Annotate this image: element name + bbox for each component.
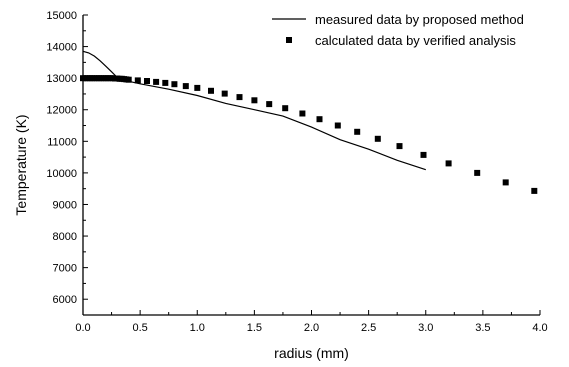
x-tick-label: 0.5 [132,322,147,334]
legend-marker-swatch [286,37,292,43]
x-tick-label: 1.0 [190,322,205,334]
calculated-data-point [374,135,381,142]
measured-data-line [82,50,426,171]
y-tick-label: 9000 [53,199,77,211]
calculated-data-point [153,78,160,85]
calculated-data-point [221,90,228,97]
calculated-data-point [420,151,427,158]
calculated-data-point [144,78,150,84]
calculated-data-point [474,169,481,176]
y-axis-title: Temperature (K) [13,114,29,215]
calculated-data-point [171,81,178,88]
y-tick-label: 8000 [53,231,77,243]
calculated-data-point [316,116,323,123]
x-tick-label: 2.0 [304,322,319,334]
y-tick-label: 12000 [46,105,77,117]
calculated-data-point [162,79,169,86]
calculated-data-point [502,179,509,186]
calculated-series [80,75,538,194]
measured-series [82,50,426,171]
calculated-data-point [182,83,189,90]
calculated-data-point [134,77,141,84]
legend: measured data by proposed method calcula… [272,12,524,48]
x-tick-label: 2.5 [361,322,376,334]
y-axis-ticks: 6000 7000 8000 9000 10000 11000 12000 13000 1400… [46,10,88,316]
axes [82,15,540,316]
legend-label-measured: measured data by proposed method [315,12,524,27]
calculated-data-point [236,94,243,101]
calculated-data-point [208,87,214,94]
calculated-data-point [125,76,132,83]
x-axis-title: radius (mm) [274,345,349,361]
calculated-data-point [299,110,306,117]
x-tick-label: 1.5 [247,322,262,334]
calculated-data-point [282,105,289,112]
x-tick-label: 3.0 [418,322,433,334]
x-tick-label: 3.5 [475,322,490,334]
calculated-data-point [266,101,273,108]
x-axis-ticks: 0.0 0.5 1.0 1.5 2.0 2.5 3.0 3.5 4.0 [75,310,548,334]
y-tick-label: 7000 [53,263,77,275]
calculated-data-point [334,122,341,129]
calculated-data-point [194,84,201,91]
calculated-data-point [251,97,258,104]
x-tick-label: 0.0 [75,322,90,334]
calculated-data-point [531,187,538,194]
calculated-data-point [396,143,403,150]
y-tick-label: 10000 [46,168,77,180]
y-tick-label: 11000 [47,136,77,148]
y-tick-label: 13000 [46,73,77,85]
y-tick-label: 14000 [46,42,77,54]
calculated-data-point [354,128,361,135]
legend-label-calculated: calculated data by verified analysis [315,33,516,48]
x-tick-label: 4.0 [532,322,547,334]
y-tick-label: 6000 [53,294,77,306]
y-tick-label: 15000 [46,10,77,22]
calculated-data-point [445,160,452,167]
